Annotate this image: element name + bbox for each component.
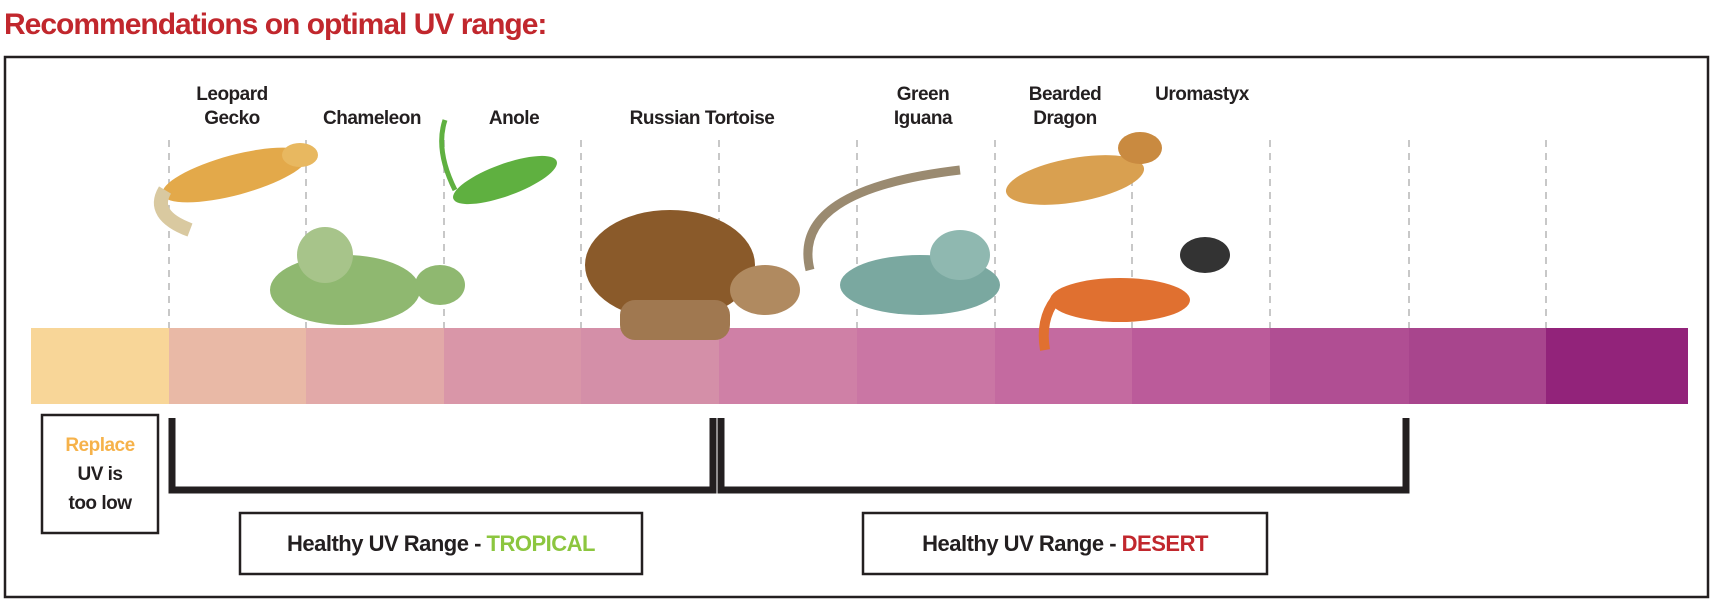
- animal-label: Anole: [489, 108, 539, 129]
- animal-label: Green: [897, 84, 949, 105]
- replace-text: UV is: [77, 464, 122, 485]
- chameleon-illustration: [270, 227, 465, 325]
- gecko-illustration: [153, 143, 318, 237]
- range-name: TROPICAL: [487, 531, 596, 556]
- animal-label: Russian Tortoise: [630, 108, 775, 129]
- animal-label: Leopard: [196, 84, 267, 105]
- iguana-illustration: [803, 165, 1000, 315]
- replace-text: too low: [69, 493, 133, 514]
- frame: [3, 55, 1710, 599]
- uromastyx-illustration: [1038, 237, 1230, 351]
- animal-label: Dragon: [1033, 108, 1097, 129]
- title: Recommendations on optimal UV range:: [4, 8, 546, 41]
- range-name: DESERT: [1122, 531, 1209, 556]
- range-label: Healthy UV Range - TROPICAL: [287, 531, 595, 556]
- animal-label: Chameleon: [323, 108, 421, 129]
- animal-label: Iguana: [894, 108, 953, 129]
- range-prefix: Healthy UV Range -: [922, 531, 1116, 556]
- uv-scale-bar: [31, 328, 1688, 404]
- animal-label: Bearded: [1029, 84, 1102, 105]
- desert-box: Healthy UV Range - DESERT: [861, 511, 1269, 576]
- anole-illustration: [439, 119, 557, 205]
- animal-illustrations: [153, 119, 1230, 351]
- animal-labels: Leopard Gecko Chameleon Anole Russian To…: [196, 84, 1250, 129]
- range-label: Healthy UV Range - DESERT: [922, 531, 1209, 556]
- range-prefix: Healthy UV Range -: [287, 531, 481, 556]
- replace-box: Replace UV is too low: [40, 413, 160, 535]
- animal-label: Uromastyx: [1155, 84, 1250, 105]
- animal-label: Gecko: [204, 108, 260, 129]
- tropical-bracket: [168, 418, 717, 494]
- tortoise-illustration: [585, 210, 800, 340]
- bearded-dragon-illustration: [1005, 132, 1162, 205]
- desert-bracket: [717, 418, 1410, 494]
- tropical-box: Healthy UV Range - TROPICAL: [238, 511, 644, 576]
- replace-text: Replace: [65, 435, 134, 456]
